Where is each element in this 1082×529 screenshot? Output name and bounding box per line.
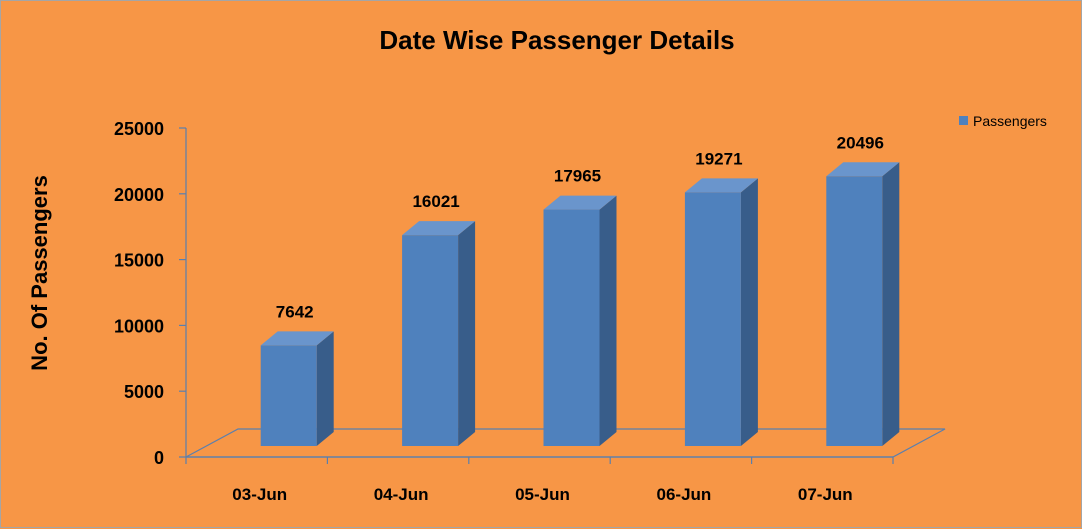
bar-top [684, 178, 758, 193]
bar-side [599, 195, 617, 446]
y-tick-label: 20000 [114, 185, 164, 205]
x-tick-label: 05-Jun [515, 485, 570, 504]
y-tick-label: 5000 [124, 382, 164, 402]
bar [260, 345, 317, 446]
bar [402, 235, 459, 446]
chart-title: Date Wise Passenger Details [379, 25, 734, 55]
y-axis-label: No. Of Passengers [27, 175, 52, 371]
y-tick-label: 10000 [114, 316, 164, 336]
bar-side [458, 221, 476, 446]
x-tick-label: 07-Jun [798, 485, 853, 504]
y-tick-label: 0 [154, 448, 164, 468]
bar-side [882, 162, 900, 446]
x-tick-label: 03-Jun [232, 485, 287, 504]
bar [826, 176, 883, 446]
data-label: 16021 [412, 192, 459, 211]
data-label: 20496 [837, 133, 884, 152]
legend: Passengers [959, 113, 1047, 129]
bar-side [740, 178, 758, 446]
y-tick-label: 15000 [114, 251, 164, 271]
x-tick-label: 06-Jun [657, 485, 712, 504]
bar-top [826, 162, 900, 177]
bar-top [260, 331, 334, 346]
data-label: 19271 [695, 149, 742, 168]
bar-top [543, 195, 617, 210]
data-label: 7642 [276, 302, 314, 321]
legend-swatch [959, 116, 968, 125]
plot-area: 0 5000 10000 15000 20000 25000 03-Jun 7642 04-Ju… [114, 119, 946, 504]
y-tick-label: 25000 [114, 119, 164, 139]
bar [684, 192, 741, 446]
bar [543, 209, 600, 446]
bar-top [402, 221, 476, 236]
legend-label: Passengers [973, 113, 1047, 129]
bar-side [316, 331, 334, 446]
data-label: 17965 [554, 167, 601, 186]
x-tick-label: 04-Jun [374, 485, 429, 504]
